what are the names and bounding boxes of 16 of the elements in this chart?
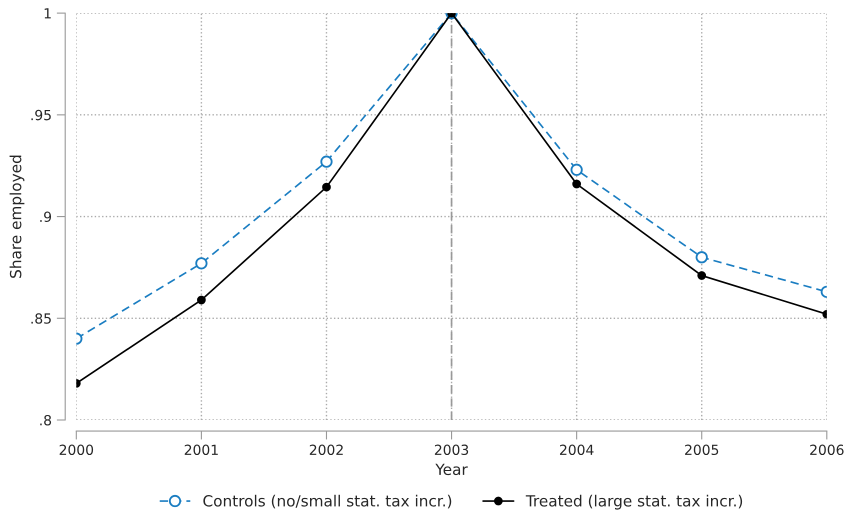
- y-axis-title: Share employed: [10, 156, 24, 278]
- x-tick-label: 2004: [560, 444, 594, 456]
- x-tick-label: 2003: [434, 444, 468, 456]
- x-tick-label: 2005: [685, 444, 718, 456]
- x-tick-label: 2006: [810, 444, 844, 456]
- y-tick-label: .9: [40, 212, 52, 222]
- x-tick-label: 2002: [310, 444, 343, 456]
- legend-label: Controls (no/small stat. tax incr.): [203, 494, 452, 508]
- x-axis-title: Year: [435, 464, 468, 476]
- x-tick-label: 2001: [184, 444, 218, 456]
- y-tick-label: .85: [31, 313, 51, 324]
- x-tick-label: 2000: [60, 444, 94, 456]
- y-tick-label: .95: [31, 110, 51, 120]
- y-tick-label: 1: [44, 8, 51, 18]
- legend-label: Treated (large stat. tax incr.): [526, 494, 742, 510]
- y-tick-label: .8: [40, 414, 52, 426]
